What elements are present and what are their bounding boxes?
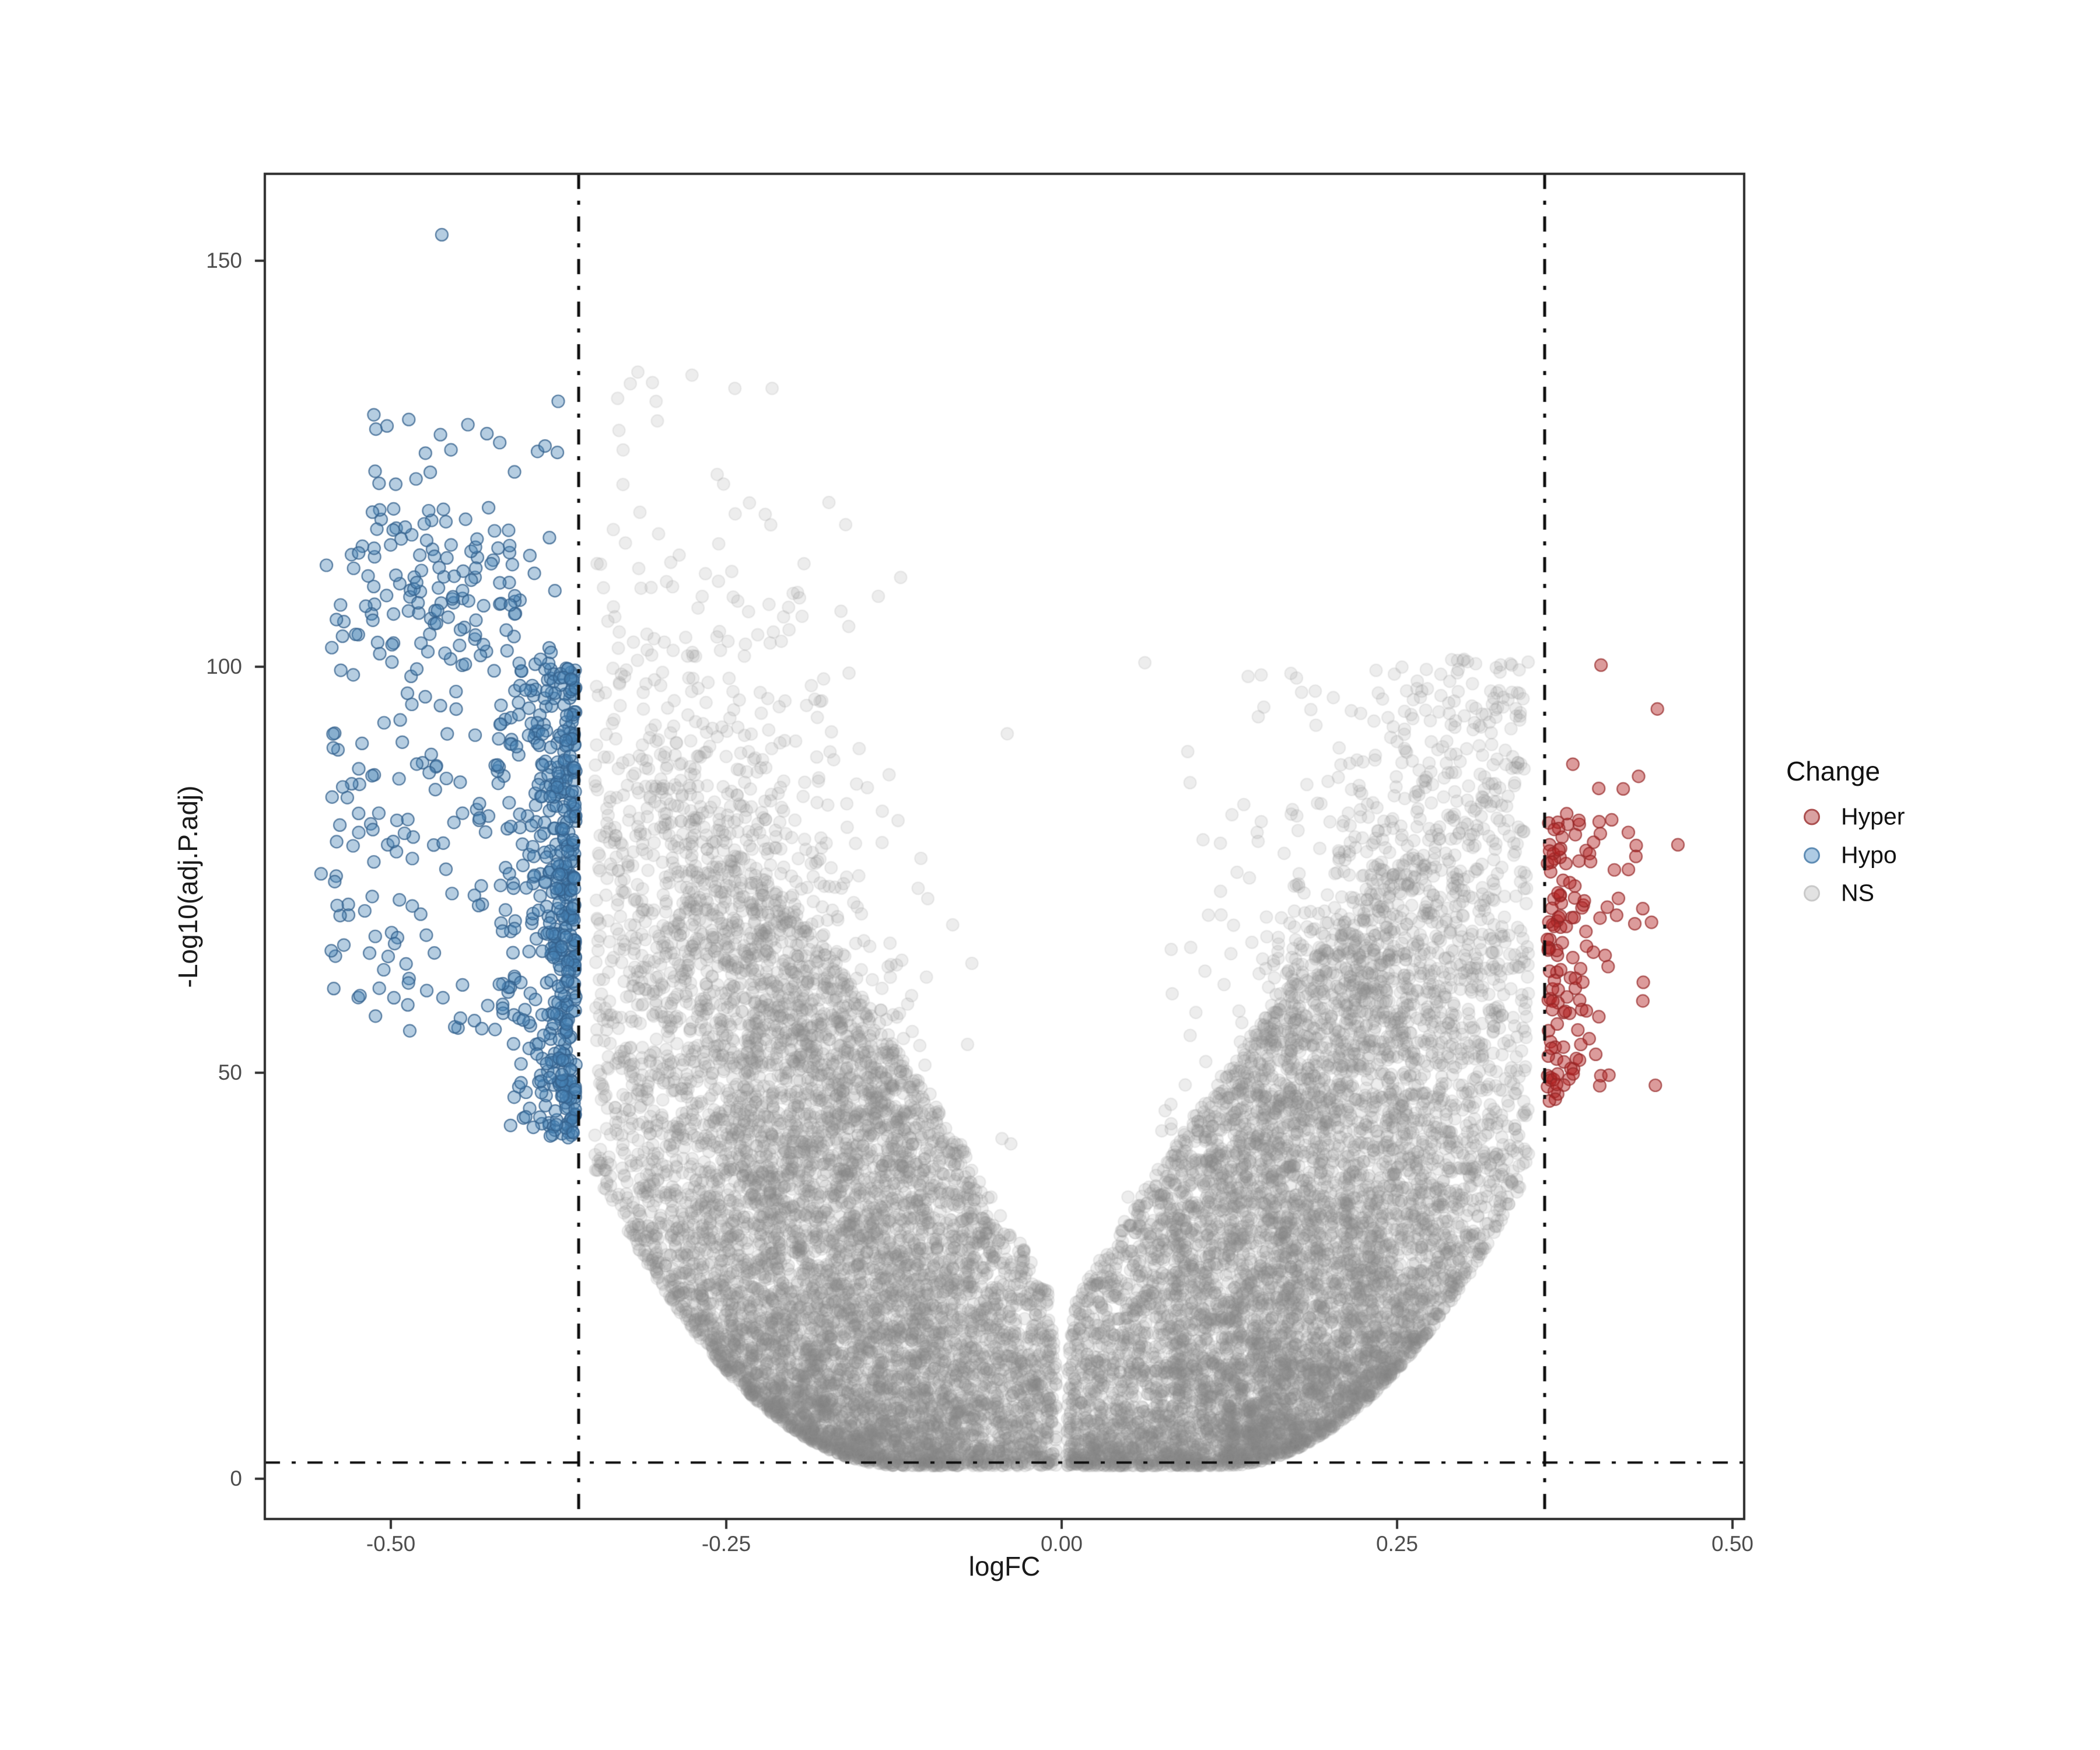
legend-item-ns: NS [1804, 880, 1874, 907]
y-axis-title: -Log10(adj.P.adj) [173, 785, 203, 988]
x-tick-label: 0.25 [1376, 1532, 1418, 1556]
legend-item-hyper: Hyper [1804, 803, 1905, 831]
x-tick-label: 0.00 [1040, 1532, 1083, 1556]
y-tick-label: 100 [206, 654, 242, 678]
legend-item-label: Hypo [1841, 841, 1897, 869]
legend-item-label: Hyper [1841, 803, 1905, 830]
x-tick-label: 0.50 [1711, 1532, 1754, 1556]
x-tick-label: -0.50 [366, 1532, 416, 1556]
ns-point-icon [1804, 885, 1820, 901]
legend-title: Change [1786, 756, 1881, 786]
hypo-point-icon [1804, 847, 1820, 863]
hyper-point-icon [1804, 808, 1820, 825]
x-axis-title: logFC [968, 1551, 1041, 1581]
legend-item-label: NS [1841, 879, 1874, 907]
legend-item-hypo: Hypo [1804, 842, 1897, 869]
y-tick-label: 0 [230, 1466, 242, 1490]
y-tick-label: 150 [206, 249, 242, 272]
y-tick-label: 50 [218, 1060, 242, 1084]
x-tick-label: -0.25 [701, 1532, 751, 1556]
